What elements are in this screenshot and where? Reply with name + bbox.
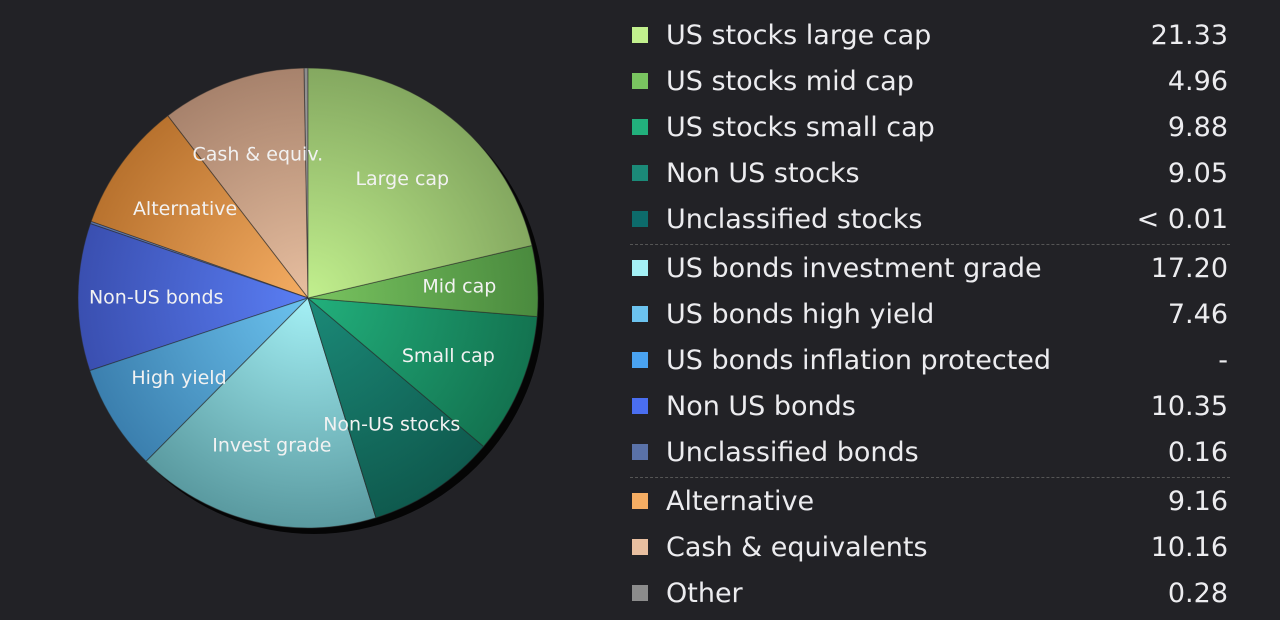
legend-row: Non US bonds 10.35 <box>630 383 1230 429</box>
legend-name: Unclassified bonds <box>666 436 919 468</box>
slice-label-non-us-bonds: Non-US bonds <box>89 286 223 308</box>
legend-row: Other 0.28 <box>630 570 1230 616</box>
pie-slice-us-stocks-small-cap <box>306 297 538 448</box>
legend-swatch <box>632 306 648 322</box>
legend-name: US stocks small cap <box>666 111 935 143</box>
legend-name: Alternative <box>666 485 815 517</box>
legend-value: 17.20 <box>1150 252 1228 284</box>
legend-swatch <box>632 73 648 89</box>
legend-swatch <box>632 493 648 509</box>
legend-value: 9.88 <box>1167 111 1228 143</box>
legend-value: 4.96 <box>1167 65 1228 97</box>
legend-name: Cash & equivalents <box>666 531 928 563</box>
legend-row: US bonds inflation protected - <box>630 337 1230 383</box>
legend-swatch <box>632 539 648 555</box>
slice-label-large-cap: Large cap <box>355 168 449 190</box>
legend-swatch <box>632 211 648 227</box>
legend-value: 7.46 <box>1167 298 1228 330</box>
allocation-pie-chart: Cash & equiv. Alternative Non-US bonds High… <box>0 0 620 620</box>
legend-value: 10.35 <box>1150 390 1228 422</box>
legend-value: 9.05 <box>1167 157 1228 189</box>
slice-label-alternative: Alternative <box>133 198 237 220</box>
pie-slice-cash-equivalents <box>167 67 309 300</box>
slice-label-invest-grade: Invest grade <box>212 434 331 456</box>
legend-row: US bonds high yield 7.46 <box>630 291 1230 337</box>
legend-swatch <box>632 260 648 276</box>
slice-label-high-yield: High yield <box>131 367 226 389</box>
legend-swatch <box>632 444 648 460</box>
pie-slice-alternative <box>90 115 310 300</box>
legend-name: US bonds investment grade <box>666 252 1042 284</box>
legend-swatch <box>632 165 648 181</box>
legend-row: Cash & equivalents 10.16 <box>630 524 1230 570</box>
legend-name: US stocks large cap <box>666 19 932 51</box>
legend-name: Non US stocks <box>666 157 860 189</box>
legend-value: 10.16 <box>1150 531 1228 563</box>
slice-label-mid-cap: Mid cap <box>422 276 496 298</box>
legend-row: US stocks mid cap 4.96 <box>630 58 1230 104</box>
legend-row: US stocks small cap 9.88 <box>630 104 1230 150</box>
legend-row: US bonds investment grade 17.20 <box>630 244 1230 291</box>
legend-name: US bonds high yield <box>666 298 935 330</box>
legend-row: Unclassified stocks < 0.01 <box>630 196 1230 242</box>
legend-name: Other <box>666 577 743 609</box>
pie-svg: Cash & equiv. Alternative Non-US bonds High… <box>77 67 544 534</box>
legend-row: Non US stocks 9.05 <box>630 150 1230 196</box>
pie-slice-non-us-bonds <box>77 223 310 372</box>
slice-label-small-cap: Small cap <box>402 345 495 367</box>
legend-value: 0.16 <box>1167 436 1228 468</box>
legend-value: - <box>1218 344 1228 376</box>
pie-slice-us-bonds-investment-grade <box>145 297 377 529</box>
legend-swatch <box>632 119 648 135</box>
legend-swatch <box>632 27 648 43</box>
legend-value: < 0.01 <box>1136 203 1228 235</box>
slice-label-non-us-stocks: Non-US stocks <box>323 414 460 436</box>
pie-slice-us-stocks-large-cap <box>307 67 533 299</box>
legend-swatch <box>632 585 648 601</box>
legend-value: 0.28 <box>1167 577 1228 609</box>
legend: US stocks large cap 21.33 US stocks mid ca… <box>630 12 1230 616</box>
legend-value: 21.33 <box>1150 19 1228 51</box>
slice-label-cash-equiv: Cash & equiv. <box>193 144 324 166</box>
legend-row: US stocks large cap 21.33 <box>630 12 1230 58</box>
legend-name: Unclassified stocks <box>666 203 923 235</box>
legend-swatch <box>632 352 648 368</box>
legend-name: Non US bonds <box>666 390 856 422</box>
legend-row: Alternative 9.16 <box>630 477 1230 524</box>
pie-slice-non-us-stocks <box>307 296 485 519</box>
legend-name: US stocks mid cap <box>666 65 914 97</box>
pie-slice-us-bonds-high-yield <box>89 297 309 463</box>
legend-value: 9.16 <box>1167 485 1228 517</box>
legend-name: US bonds inflation protected <box>666 344 1052 376</box>
legend-row: Unclassified bonds 0.16 <box>630 429 1230 475</box>
legend-swatch <box>632 398 648 414</box>
